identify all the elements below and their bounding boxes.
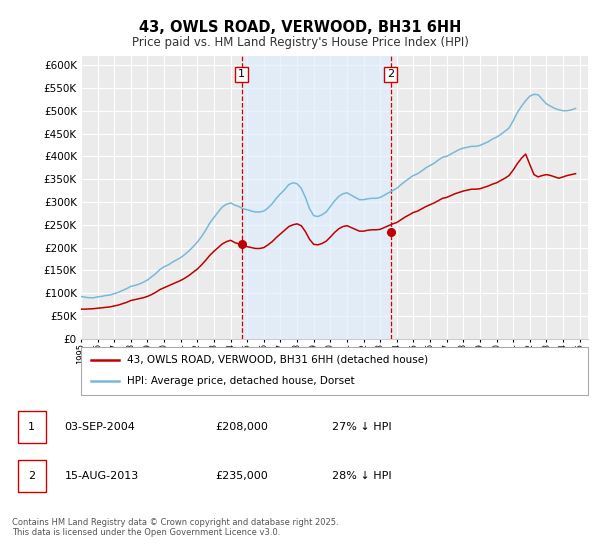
Text: 1: 1 [28,422,35,432]
FancyBboxPatch shape [81,347,588,395]
FancyBboxPatch shape [18,460,46,492]
Text: 2: 2 [387,69,394,80]
Text: 15-AUG-2013: 15-AUG-2013 [64,470,139,480]
Text: 27% ↓ HPI: 27% ↓ HPI [332,422,392,432]
Text: Contains HM Land Registry data © Crown copyright and database right 2025.
This d: Contains HM Land Registry data © Crown c… [12,518,338,538]
Bar [242,56,391,339]
Text: 43, OWLS ROAD, VERWOOD, BH31 6HH: 43, OWLS ROAD, VERWOOD, BH31 6HH [139,20,461,35]
FancyBboxPatch shape [18,410,46,442]
Text: Price paid vs. HM Land Registry's House Price Index (HPI): Price paid vs. HM Land Registry's House … [131,36,469,49]
Text: £235,000: £235,000 [216,470,268,480]
Text: HPI: Average price, detached house, Dorset: HPI: Average price, detached house, Dors… [127,376,354,385]
Text: 43, OWLS ROAD, VERWOOD, BH31 6HH (detached house): 43, OWLS ROAD, VERWOOD, BH31 6HH (detach… [127,354,428,365]
Text: 28% ↓ HPI: 28% ↓ HPI [332,470,392,480]
Text: 03-SEP-2004: 03-SEP-2004 [64,422,135,432]
Text: £208,000: £208,000 [216,422,269,432]
Text: 1: 1 [238,69,245,80]
Text: 2: 2 [28,470,35,480]
